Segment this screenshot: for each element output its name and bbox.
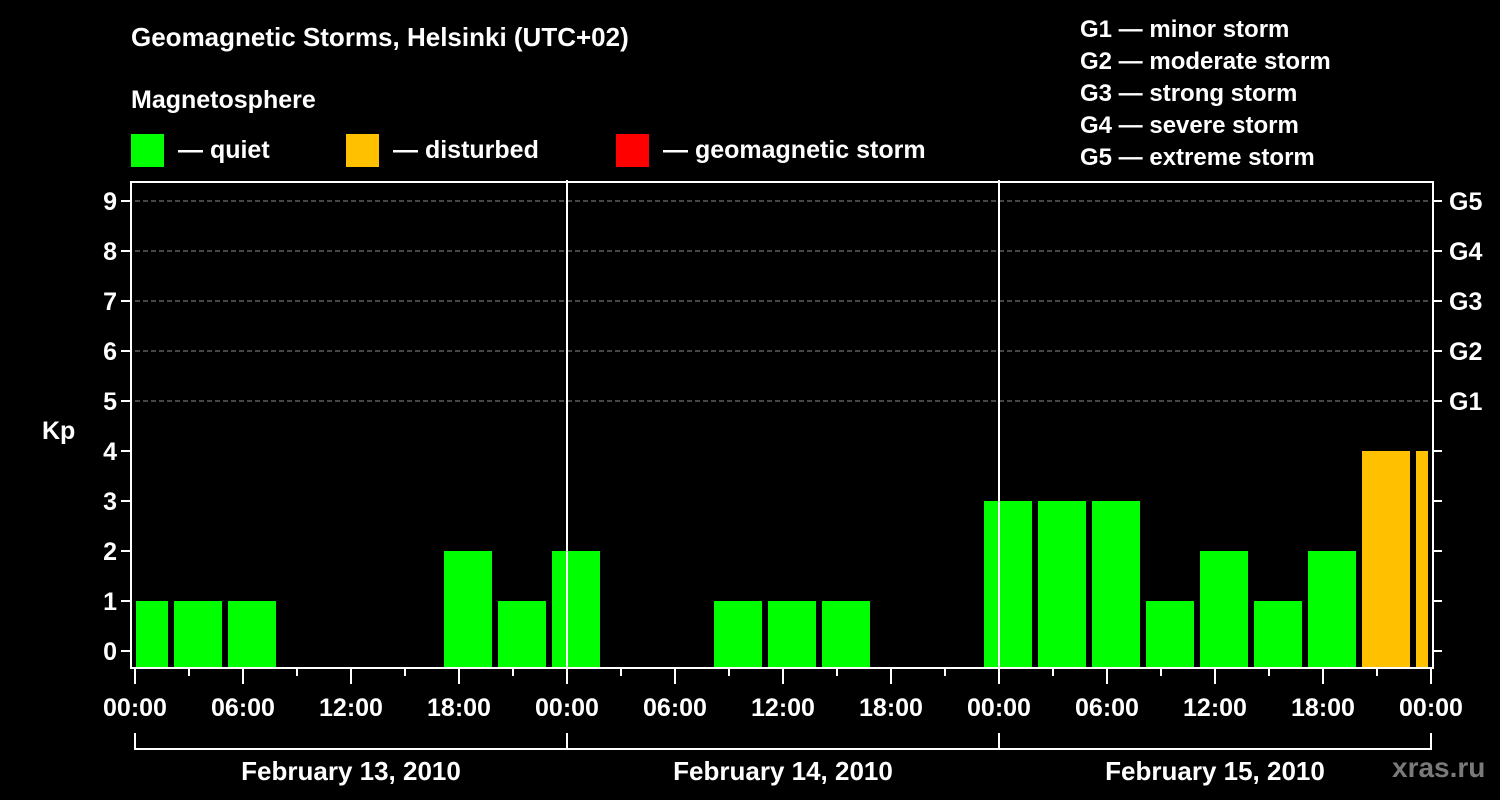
x-tick-label: 12:00 xyxy=(751,694,815,722)
kp-bar xyxy=(228,601,276,668)
kp-bar xyxy=(984,501,1032,668)
day-bracket xyxy=(566,733,1000,750)
legend-swatch-quiet xyxy=(131,133,164,167)
legend-label-quiet: — quiet xyxy=(178,135,270,164)
legend-label-disturbed: — disturbed xyxy=(393,135,539,164)
kp-bar xyxy=(174,601,222,668)
storm-scale-g2: G2 — moderate storm xyxy=(1080,48,1331,75)
x-tick-label: 00:00 xyxy=(1399,694,1463,722)
kp-bar xyxy=(1200,551,1248,668)
y-tick-label: 7 xyxy=(103,288,117,316)
legend-item-storm: — geomagnetic storm xyxy=(616,133,926,167)
chart-title: Geomagnetic Storms, Helsinki (UTC+02) xyxy=(131,22,629,52)
kp-bar xyxy=(498,601,546,668)
x-tick-label: 12:00 xyxy=(319,694,383,722)
storm-level-label: G1 xyxy=(1449,388,1482,416)
day-label: February 15, 2010 xyxy=(1105,756,1325,786)
x-tick-label: 18:00 xyxy=(1291,694,1355,722)
y-tick-label: 0 xyxy=(103,638,117,666)
kp-bar xyxy=(1038,501,1086,668)
y-tick-label: 1 xyxy=(103,588,117,616)
legend-item-disturbed: — disturbed xyxy=(346,133,539,167)
x-tick-label: 18:00 xyxy=(427,694,491,722)
kp-bar xyxy=(444,551,492,668)
y-axis-label: Kp xyxy=(42,417,75,445)
legend-item-quiet: — quiet xyxy=(131,133,270,167)
storm-scale-g5: G5 — extreme storm xyxy=(1080,144,1315,171)
storm-scale-g3: G3 — strong storm xyxy=(1080,80,1298,107)
x-tick-label: 18:00 xyxy=(859,694,923,722)
kp-bar xyxy=(822,601,870,668)
storm-level-label: G4 xyxy=(1449,238,1482,266)
legend-label-storm: — geomagnetic storm xyxy=(663,135,926,164)
x-tick-label: 00:00 xyxy=(535,694,599,722)
x-tick-label: 06:00 xyxy=(1075,694,1139,722)
kp-bar xyxy=(1254,601,1302,668)
y-tick-label: 2 xyxy=(103,538,117,566)
y-tick-label: 8 xyxy=(103,238,117,266)
kp-bar xyxy=(768,601,816,668)
day-label: February 14, 2010 xyxy=(673,756,893,786)
day-label: February 13, 2010 xyxy=(241,756,461,786)
storm-scale-g4: G4 — severe storm xyxy=(1080,112,1299,139)
storm-level-label: G2 xyxy=(1449,338,1482,366)
kp-bar xyxy=(1146,601,1194,668)
y-tick-label: 9 xyxy=(103,188,117,216)
y-tick-label: 6 xyxy=(103,338,117,366)
x-tick-label: 00:00 xyxy=(967,694,1031,722)
y-tick-label: 5 xyxy=(103,388,117,416)
kp-bar xyxy=(552,551,600,668)
legend-swatch-disturbed xyxy=(346,133,379,167)
kp-bar xyxy=(1362,451,1410,668)
legend-swatch-storm xyxy=(616,133,649,167)
day-bracket xyxy=(998,733,1432,750)
chart-subtitle: Magnetosphere xyxy=(131,86,316,114)
storm-scale-legend: G1 — minor storm G2 — moderate storm G3 … xyxy=(1080,14,1331,174)
storm-scale-g1: G1 — minor storm xyxy=(1080,16,1290,43)
storm-level-label: G3 xyxy=(1449,288,1482,316)
kp-bar xyxy=(136,601,168,668)
kp-bar xyxy=(1092,501,1140,668)
x-tick-label: 12:00 xyxy=(1183,694,1247,722)
x-tick-label: 06:00 xyxy=(643,694,707,722)
watermark: xras.ru xyxy=(1392,752,1486,783)
x-tick-label: 06:00 xyxy=(211,694,275,722)
kp-bar xyxy=(1416,451,1428,668)
kp-bar xyxy=(1308,551,1356,668)
storm-level-label: G5 xyxy=(1449,188,1482,216)
y-tick-label: 3 xyxy=(103,488,117,516)
kp-bar xyxy=(714,601,762,668)
x-tick-label: 00:00 xyxy=(103,694,167,722)
day-bracket xyxy=(134,733,568,750)
y-tick-label: 4 xyxy=(103,438,117,466)
